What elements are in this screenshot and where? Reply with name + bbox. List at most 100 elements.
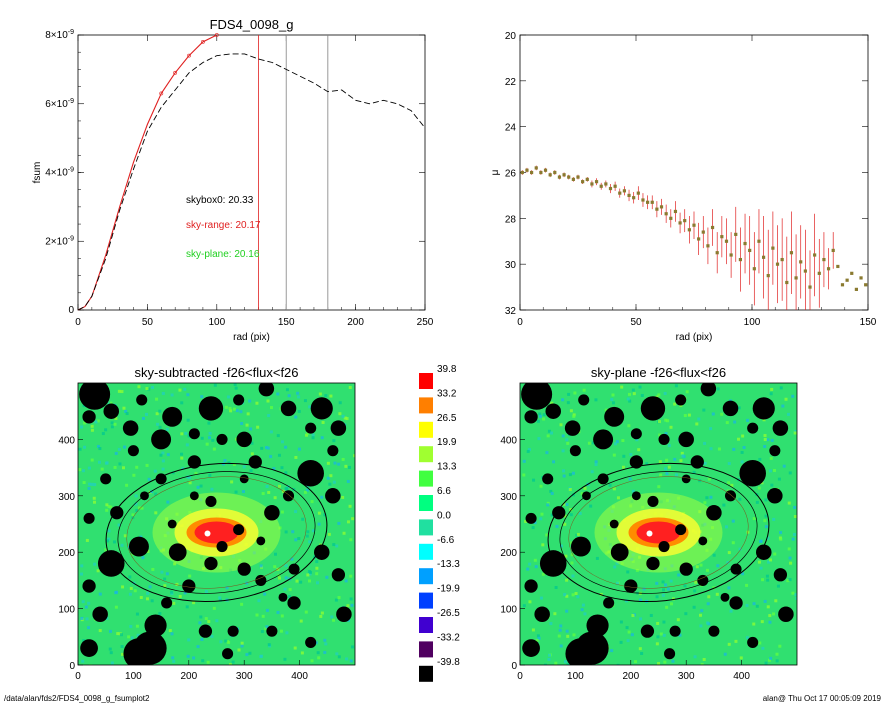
- data-point: [594, 180, 599, 184]
- noise-pixel: [114, 451, 118, 455]
- noise-pixel: [742, 446, 746, 450]
- noise-pixel: [741, 572, 745, 576]
- noise-pixel: [694, 580, 698, 584]
- noise-pixel: [565, 594, 569, 598]
- noise-pixel: [681, 454, 685, 458]
- noise-pixel: [316, 581, 320, 585]
- noise-pixel: [84, 605, 88, 609]
- noise-pixel: [562, 502, 566, 506]
- noise-pixel: [311, 433, 315, 437]
- noise-pixel: [763, 437, 767, 441]
- noise-pixel: [337, 655, 341, 659]
- noise-pixel: [315, 566, 319, 570]
- colorbar-swatch: [419, 397, 433, 414]
- noise-pixel: [276, 392, 280, 396]
- noise-pixel: [757, 560, 761, 564]
- noise-pixel: [232, 407, 236, 411]
- data-point: [214, 33, 219, 37]
- noise-pixel: [669, 579, 673, 583]
- noise-pixel: [649, 613, 653, 617]
- noise-pixel: [759, 539, 763, 543]
- data-point: [859, 276, 863, 280]
- noise-pixel: [306, 530, 310, 534]
- noise-pixel: [273, 496, 277, 500]
- noise-pixel: [559, 624, 563, 628]
- noise-pixel: [569, 513, 573, 517]
- noise-pixel: [132, 473, 136, 477]
- sky-plane-panel: 0 100 200 300 400 0 100 200 300 400 sky-plane -f26…: [500, 365, 798, 682]
- data-point: [697, 237, 701, 241]
- x-axis-label: rad (pix): [233, 332, 270, 343]
- noise-pixel: [341, 457, 345, 461]
- masked-source: [188, 428, 200, 440]
- masked-source: [266, 625, 278, 637]
- noise-pixel: [269, 430, 273, 434]
- masked-source: [658, 433, 670, 445]
- colorbar-swatch: [419, 641, 433, 658]
- noise-pixel: [669, 425, 673, 429]
- noise-pixel: [786, 412, 790, 416]
- noise-pixel: [673, 402, 677, 406]
- noise-pixel: [761, 646, 765, 650]
- noise-pixel: [227, 395, 231, 399]
- noise-pixel: [353, 454, 355, 458]
- masked-source: [167, 519, 177, 529]
- y-tick-label: 200: [500, 548, 517, 559]
- noise-pixel: [656, 621, 660, 625]
- noise-pixel: [130, 636, 134, 640]
- noise-pixel: [769, 656, 773, 660]
- noise-pixel: [522, 459, 526, 463]
- x-tick-label: 100: [125, 671, 142, 682]
- noise-pixel: [733, 420, 737, 424]
- noise-pixel: [337, 521, 341, 525]
- noise-pixel: [622, 454, 626, 458]
- masked-source: [706, 504, 722, 521]
- data-point: [585, 177, 589, 181]
- noise-pixel: [198, 621, 202, 625]
- noise-pixel: [638, 647, 642, 651]
- noise-pixel: [565, 578, 569, 582]
- noise-pixel: [146, 591, 150, 595]
- noise-pixel: [165, 572, 169, 576]
- noise-pixel: [542, 413, 546, 417]
- noise-pixel: [78, 447, 82, 451]
- noise-pixel: [343, 416, 347, 420]
- noise-pixel: [787, 547, 791, 551]
- masked-source: [310, 397, 333, 420]
- noise-pixel: [300, 651, 304, 655]
- noise-pixel: [161, 459, 165, 463]
- noise-pixel: [210, 487, 214, 491]
- noise-pixel: [221, 462, 225, 466]
- noise-pixel: [163, 584, 167, 588]
- noise-pixel: [213, 383, 217, 387]
- noise-pixel: [662, 633, 666, 637]
- noise-pixel: [664, 583, 668, 587]
- noise-pixel: [305, 488, 309, 492]
- masked-source: [216, 541, 228, 553]
- noise-pixel: [348, 385, 352, 389]
- noise-pixel: [760, 620, 764, 624]
- noise-pixel: [317, 656, 321, 660]
- masked-source: [314, 544, 330, 560]
- noise-pixel: [658, 433, 662, 437]
- noise-pixel: [186, 475, 190, 479]
- x-tick-label: 400: [291, 671, 308, 682]
- masked-source: [752, 397, 775, 420]
- noise-pixel: [294, 510, 298, 514]
- noise-pixel: [566, 401, 570, 405]
- noise-pixel: [170, 393, 174, 397]
- noise-pixel: [583, 612, 587, 616]
- masked-source: [722, 400, 739, 417]
- noise-pixel: [549, 489, 553, 493]
- noise-pixel: [699, 563, 703, 567]
- noise-pixel: [552, 460, 556, 464]
- data-point: [608, 186, 613, 191]
- sky-subtracted-title: sky-subtracted -f26<flux<f26: [134, 365, 298, 380]
- colorbar-label: -13.3: [437, 559, 460, 570]
- noise-pixel: [80, 425, 84, 429]
- noise-pixel: [616, 581, 620, 585]
- noise-pixel: [680, 451, 684, 455]
- noise-pixel: [350, 603, 354, 607]
- masked-source: [767, 488, 783, 504]
- masked-source: [237, 562, 251, 576]
